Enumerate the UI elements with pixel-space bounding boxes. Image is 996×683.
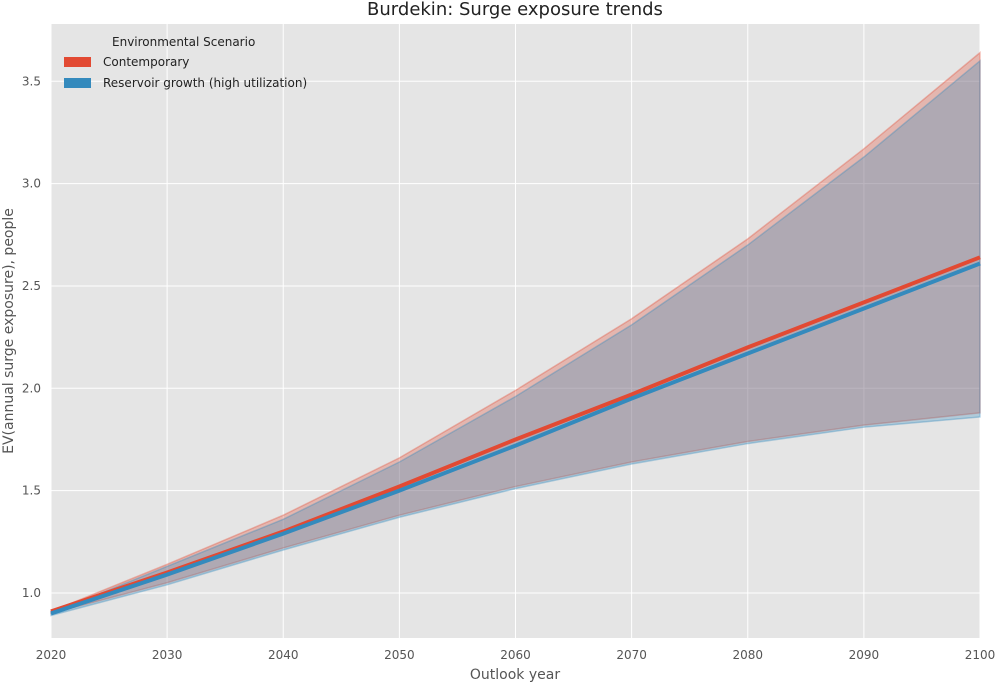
y-axis-ticks: 1.0 1.5 2.0 2.5 3.0 3.5: [22, 74, 41, 600]
x-tick-label: 2030: [152, 648, 183, 662]
band-contemporary: [50, 51, 981, 615]
x-axis-ticks: 2020 2030 2040 2050 2060 2070 2080 2090 2100: [36, 648, 996, 662]
legend-swatch: [64, 78, 91, 88]
y-tick-label: 2.5: [22, 279, 41, 293]
series-lines: [50, 255, 981, 616]
uncertainty-bands: [50, 51, 981, 617]
x-tick-label: 2080: [732, 648, 763, 662]
legend: Environmental Scenario Contemporary Reser…: [64, 35, 307, 90]
x-tick-label: 2090: [849, 648, 880, 662]
legend-swatch: [64, 57, 91, 67]
line-reservoir-growth: [50, 261, 981, 616]
legend-title: Environmental Scenario: [112, 35, 255, 49]
x-tick-label: 2020: [36, 648, 67, 662]
x-tick-label: 2040: [268, 648, 299, 662]
band-reservoir-growth: [50, 59, 981, 617]
legend-entry-label: Contemporary: [103, 55, 189, 69]
x-tick-label: 2050: [384, 648, 415, 662]
chart-title: Burdekin: Surge exposure trends: [367, 0, 663, 20]
x-axis-label: Outlook year: [470, 667, 560, 683]
x-tick-label: 2100: [965, 648, 996, 662]
x-tick-label: 2060: [500, 648, 531, 662]
legend-entry-label: Reservoir growth (high utilization): [103, 76, 307, 90]
y-tick-label: 3.5: [22, 74, 41, 88]
gridlines: [50, 24, 981, 638]
x-tick-label: 2070: [616, 648, 647, 662]
y-tick-label: 3.0: [22, 177, 41, 191]
y-tick-label: 2.0: [22, 381, 41, 395]
y-tick-label: 1.5: [22, 484, 41, 498]
y-tick-label: 1.0: [22, 586, 41, 600]
y-axis-label: EV(annual surge exposure), people: [1, 208, 17, 454]
